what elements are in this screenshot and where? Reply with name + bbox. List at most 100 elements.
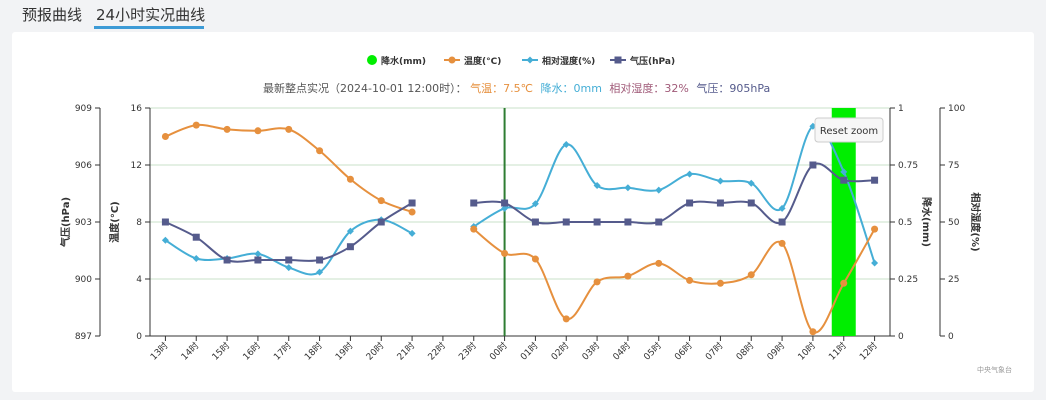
- temperature-point: [531, 255, 539, 263]
- temperature-point: [624, 272, 632, 280]
- temperature-point: [377, 197, 385, 205]
- pressure-point: [377, 218, 385, 226]
- temperature-point: [562, 315, 570, 323]
- precipitation-tick-label: 0.75: [898, 161, 918, 171]
- pressure-point: [716, 199, 724, 207]
- temperature-point: [192, 121, 200, 129]
- pressure-point: [686, 199, 694, 207]
- humidity-point: [562, 140, 570, 148]
- legend-item-precipitation[interactable]: 降水(mm): [367, 55, 426, 67]
- temperature-tick-label: 4: [136, 275, 142, 285]
- x-tick-label: 19时: [333, 340, 356, 363]
- active-tab-indicator: [94, 26, 204, 29]
- pressure-point: [285, 256, 293, 264]
- temperature-point: [655, 259, 663, 267]
- temperature-point: [686, 276, 694, 284]
- legend-humidity-label: 相对湿度(%): [542, 55, 595, 67]
- pressure-point: [470, 199, 478, 207]
- x-tick-label: 14时: [178, 340, 201, 363]
- temperature-tick-label: 12: [131, 161, 142, 171]
- pressure-line: [164, 162, 875, 263]
- temperature-point: [285, 125, 293, 133]
- legend-humidity-symbol: [526, 56, 534, 64]
- pressure-point: [809, 161, 817, 169]
- x-tick-label: 23时: [456, 340, 479, 363]
- legend-precip-symbol: [367, 55, 377, 65]
- x-tick-label: 00时: [487, 340, 510, 363]
- x-tick-label: 06时: [672, 340, 695, 363]
- humidity-point: [716, 177, 724, 185]
- x-tick-label: 11时: [826, 340, 849, 363]
- temperature-point: [223, 125, 231, 133]
- humidity-point: [531, 200, 539, 208]
- pressure-tick-label: 906: [75, 161, 92, 171]
- humidity-tick-label: 75: [948, 161, 959, 171]
- precipitation-tick-label: 0: [898, 332, 904, 342]
- pressure-tick-label: 900: [75, 275, 92, 285]
- humidity-point: [346, 227, 354, 235]
- pressure-point: [593, 218, 601, 226]
- precipitation-tick-label: 0.25: [898, 275, 918, 285]
- temperature-point: [346, 175, 354, 183]
- legend-item-temperature[interactable]: 温度(°C): [444, 55, 501, 67]
- pressure-point: [655, 218, 663, 226]
- tab-bar: 预报曲线 24小时实况曲线: [0, 0, 1046, 32]
- x-tick-label: 12时: [857, 340, 880, 363]
- temperature-point: [408, 208, 416, 216]
- reset-zoom-label: Reset zoom: [820, 126, 878, 137]
- temperature-point: [316, 147, 324, 155]
- x-tick-label: 10时: [795, 340, 818, 363]
- humidity-axis-title: 相对湿度(%): [969, 192, 982, 251]
- temperature-tick-label: 0: [136, 332, 142, 342]
- temperature-tick-label: 8: [136, 218, 142, 228]
- legend-item-humidity[interactable]: 相对湿度(%): [522, 55, 595, 67]
- weather-chart: 降水(mm) 温度(°C) 相对湿度(%) 气压(hPa) 最新整点实况（202…: [59, 55, 1012, 374]
- temperature-point: [778, 239, 786, 247]
- pressure-point: [223, 256, 231, 264]
- humidity-tick-label: 25: [948, 275, 959, 285]
- precipitation-tick-label: 1: [898, 104, 904, 114]
- pressure-tick-label: 897: [75, 332, 92, 342]
- x-tick-label: 05时: [641, 340, 664, 363]
- x-tick-label: 22时: [425, 340, 448, 363]
- humidity-point: [161, 236, 169, 244]
- x-tick-label: 20时: [363, 340, 386, 363]
- pressure-point: [747, 199, 755, 207]
- x-tick-label: 18时: [302, 340, 325, 363]
- humidity-tick-label: 50: [948, 218, 960, 228]
- x-tick-label: 07时: [703, 340, 726, 363]
- humidity-point: [871, 259, 879, 267]
- subtitle-pressure: 气压：905hPa: [696, 81, 770, 95]
- reset-zoom-button[interactable]: Reset zoom: [814, 117, 884, 143]
- x-tick-label: 03时: [579, 340, 602, 363]
- tab-24h-observation[interactable]: 24小时实况曲线: [96, 6, 206, 24]
- precipitation-tick-label: 0.5: [898, 218, 912, 228]
- temperature-point: [840, 279, 848, 287]
- chart-subtitle: 最新整点实况（2024-10-01 12:00时）： 气温：7.5℃ 降水：0m…: [263, 81, 770, 95]
- x-tick-label: 09时: [764, 340, 787, 363]
- legend-temp-label: 温度(°C): [464, 55, 501, 67]
- humidity-point: [593, 182, 601, 190]
- pressure-point: [840, 176, 848, 184]
- temperature-point: [593, 278, 601, 286]
- legend-item-pressure[interactable]: 气压(hPa): [610, 55, 675, 67]
- temperature-point: [161, 133, 169, 140]
- legend: 降水(mm) 温度(°C) 相对湿度(%) 气压(hPa): [367, 55, 675, 67]
- subtitle-humidity: 相对湿度：32%: [609, 81, 688, 95]
- pressure-point: [778, 218, 786, 226]
- subtitle-precipitation: 降水：0mm: [540, 81, 601, 95]
- chart-panel: 降水(mm) 温度(°C) 相对湿度(%) 气压(hPa) 最新整点实况（202…: [12, 32, 1034, 392]
- humidity-point: [655, 186, 663, 194]
- pressure-point: [161, 218, 169, 226]
- temperature-point: [470, 225, 478, 233]
- pressure-point: [408, 199, 416, 207]
- temperature-point: [716, 279, 724, 287]
- tab-forecast-curve[interactable]: 预报曲线: [22, 6, 83, 24]
- precipitation-axis-title: 降水(mm): [920, 197, 933, 247]
- series-layer: [161, 108, 879, 336]
- legend-temp-symbol: [448, 56, 456, 64]
- temperature-point: [254, 127, 262, 135]
- reset-zoom-box: [814, 117, 884, 143]
- humidity-point: [285, 264, 293, 272]
- pressure-point: [871, 176, 879, 184]
